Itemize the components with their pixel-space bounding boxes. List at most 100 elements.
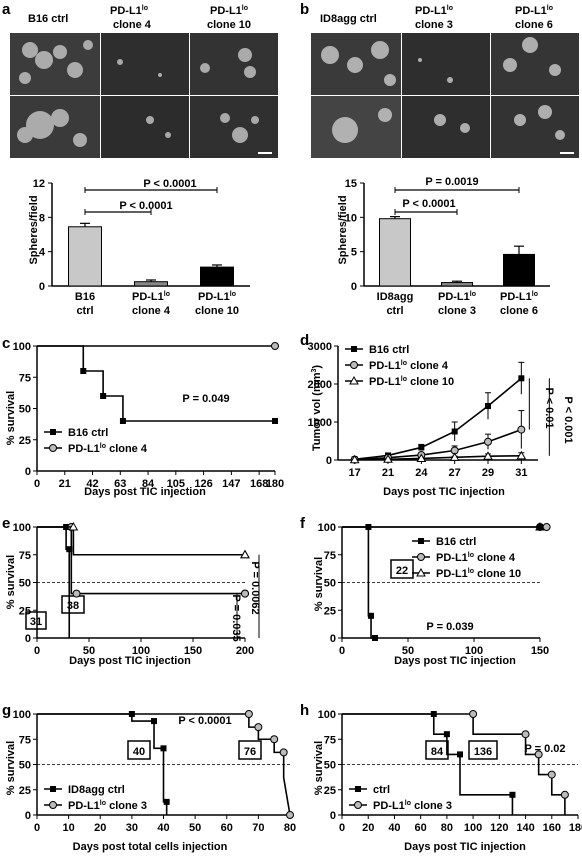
panel-letter-h: h	[300, 702, 309, 719]
legend-marker-g	[50, 786, 56, 792]
x-tick-label-e: 100	[132, 645, 150, 657]
x-tick-label-c: 147	[222, 478, 240, 490]
annot-g-76: 76	[238, 740, 262, 760]
legend-marker-f	[417, 553, 425, 561]
legend-label-d-1: PD-L1lo clone 4	[369, 360, 449, 372]
x-tick-label-c: 0	[34, 478, 40, 490]
category-label-b-0: ID8agg	[377, 291, 414, 303]
x-tick-label-e: 50	[83, 645, 95, 657]
category-label2-b-1: clone 3	[438, 305, 476, 317]
legend-marker-d	[349, 375, 359, 385]
y-tick-label-d: 2000	[308, 379, 332, 391]
legend-label-g-1: PD-L1lo clone 3	[68, 800, 147, 812]
category-label2-a-2: clone 10	[195, 305, 239, 317]
sig-b-1: P = 0.0019	[425, 176, 478, 188]
x-tick-label-g: 60	[221, 822, 233, 834]
legend-marker-h	[355, 786, 361, 792]
data-point-c-0	[272, 418, 278, 424]
y-tick-label-h: 75	[324, 734, 336, 746]
header-a-2b: clone 4	[113, 19, 152, 31]
legend-marker-f	[416, 567, 426, 577]
legend-label-g-0: ID8agg ctrl	[68, 784, 125, 796]
ylabel-d: Tumor vol (mm3)	[311, 365, 323, 452]
annot-e-31: 31	[25, 611, 47, 630]
p-h: P = 0.02	[524, 743, 565, 755]
legend-label-c-1: PD-L1lo clone 4	[68, 443, 148, 455]
panel-letter-a: a	[2, 1, 11, 18]
y-tick-label-c: 50	[19, 404, 31, 416]
x-tick-label-h: 0	[339, 822, 345, 834]
y-tick-label-a: 8	[39, 212, 45, 224]
svg-text:22: 22	[396, 565, 408, 577]
legend-marker-c	[50, 429, 56, 435]
x-tick-label-g: 30	[126, 822, 138, 834]
x-tick-label-h: 20	[362, 822, 374, 834]
data-point-d-0	[485, 403, 491, 410]
header-b-1: ID8agg ctrl	[320, 13, 377, 25]
y-tick-label-c: 100	[13, 341, 31, 353]
y-tick-label-a: 4	[39, 247, 46, 259]
y-tick-label-d: 3000	[308, 341, 332, 353]
data-point-c-0	[119, 418, 126, 424]
y-tick-label-b: 15	[345, 178, 357, 190]
x-tick-label-h: 60	[415, 822, 427, 834]
x-tick-label-f: 150	[531, 645, 549, 657]
series-line-c-0	[37, 345, 275, 422]
bar-a-1	[134, 281, 168, 287]
annot-e-38: 38	[61, 595, 85, 614]
x-tick-label-e: 0	[34, 645, 40, 657]
p-e-1: P = 0.0062	[249, 561, 261, 614]
category-label2-a-1: clone 4	[132, 305, 171, 317]
x-tick-label-g: 80	[284, 822, 296, 834]
data-point-g-1	[270, 735, 279, 744]
data-point-g-0	[151, 718, 158, 725]
p-g: P < 0.0001	[178, 715, 231, 727]
data-point-f-0	[368, 612, 375, 619]
category-label2-b-0: ctrl	[386, 305, 403, 317]
y-tick-label-g: 0	[25, 810, 31, 822]
x-tick-label-c: 84	[142, 478, 155, 490]
legend-marker-d	[351, 346, 357, 352]
y-tick-label-b: 5	[351, 247, 357, 259]
data-point-c-0	[100, 393, 107, 399]
legend-label-h-1: PD-L1lo clone 3	[373, 800, 452, 812]
ylabel-c: % survival	[5, 391, 17, 445]
legend-label-d-2: PD-L1lo clone 10	[369, 376, 454, 388]
data-point-d-0	[451, 428, 458, 435]
data-point-h-1	[534, 750, 543, 759]
bar-b-1	[441, 282, 473, 287]
data-point-g-0	[163, 798, 170, 805]
data-point-e-2	[68, 521, 79, 531]
legend-marker-d	[350, 361, 358, 369]
xlabel-g: Days post total cells injection	[73, 841, 228, 853]
data-point-c-0	[80, 368, 87, 374]
series-line-d-1	[354, 428, 522, 461]
x-tick-label-d: 21	[382, 467, 394, 479]
svg-text:31: 31	[30, 616, 42, 628]
data-point-d-2	[449, 452, 460, 461]
header-a-3: PD-L1lo	[210, 5, 248, 17]
y-tick-label-f: 25	[324, 605, 336, 617]
y-tick-label-g: 75	[19, 734, 31, 746]
xlabel-h: Days post TIC injection	[404, 841, 526, 853]
data-point-f-0	[372, 635, 378, 641]
sig-b-2: P < 0.0001	[402, 198, 455, 210]
legend-marker-h	[354, 801, 362, 809]
x-tick-label-g: 0	[34, 822, 40, 834]
header-a-2: PD-L1lo	[110, 5, 148, 17]
data-point-h-1	[547, 770, 556, 779]
data-point-d-2	[349, 454, 360, 464]
y-tick-label-h: 25	[324, 785, 336, 797]
p-c: P = 0.049	[182, 393, 229, 405]
survival-chart-h: 0 25 50 75 100 0 20 40 60 80 100 120 140 160 180 ctrl PD…	[318, 709, 582, 834]
data-point-e-end	[241, 589, 249, 598]
series-line-d-0	[354, 377, 522, 461]
header-b-3: PD-L1lo	[515, 5, 553, 17]
data-point-c-1	[271, 342, 279, 350]
category-label-b-2: PD-L1lo	[500, 291, 538, 303]
data-point-d-2	[516, 450, 527, 460]
data-point-d-0	[418, 444, 425, 451]
data-point-d-2	[416, 453, 427, 462]
